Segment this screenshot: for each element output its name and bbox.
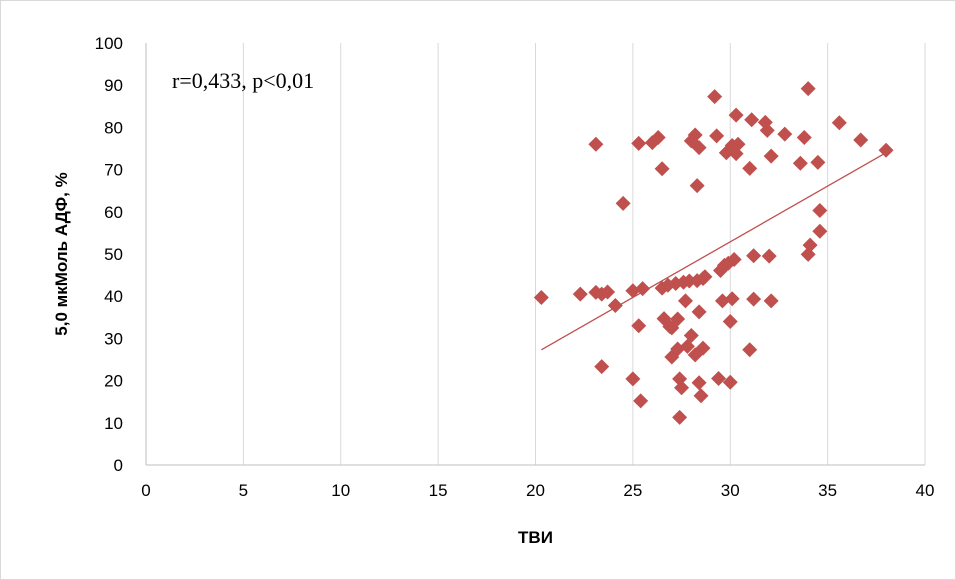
data-point — [812, 223, 828, 239]
data-point — [831, 115, 847, 131]
data-point — [615, 195, 631, 211]
x-tick-label: 5 — [239, 481, 248, 500]
data-point — [744, 112, 760, 128]
x-tick-label: 30 — [721, 481, 740, 500]
data-point — [572, 286, 588, 302]
data-point — [635, 281, 651, 297]
data-point — [796, 130, 812, 146]
data-point — [625, 371, 641, 387]
y-tick-label: 0 — [114, 456, 123, 475]
trend-layer — [541, 152, 887, 351]
data-point — [631, 318, 647, 334]
correlation-annotation: r=0,433, p<0,01 — [172, 68, 314, 93]
data-point — [607, 297, 623, 313]
data-point — [878, 142, 894, 158]
y-tick-label: 40 — [104, 287, 123, 306]
grid-layer — [242, 43, 926, 465]
x-tick-label: 40 — [916, 481, 935, 500]
data-point — [792, 155, 808, 171]
x-tick-label: 0 — [141, 481, 150, 500]
data-point — [677, 293, 693, 309]
label-layer: 0 5 10 15 20 25 30 35 40 0 10 20 30 40 50 60 70 80 90 100 — [95, 34, 935, 500]
data-point — [654, 161, 670, 177]
data-point — [600, 284, 616, 300]
data-point — [691, 375, 707, 391]
x-axis-title: ТВИ — [518, 528, 553, 547]
data-point — [763, 148, 779, 164]
data-point — [689, 178, 705, 194]
trendline — [541, 152, 887, 351]
x-tick-label: 25 — [623, 481, 642, 500]
data-point — [726, 251, 742, 267]
y-tick-label: 50 — [104, 245, 123, 264]
data-point — [631, 135, 647, 151]
y-tick-label: 30 — [104, 329, 123, 348]
data-point — [691, 140, 707, 156]
data-point — [594, 359, 610, 375]
data-point — [693, 388, 709, 404]
data-point — [724, 291, 740, 307]
data-point — [695, 340, 711, 356]
data-point — [722, 374, 738, 390]
data-point — [588, 136, 604, 152]
data-point — [672, 409, 688, 425]
x-tick-label: 10 — [331, 481, 350, 500]
data-point — [746, 248, 762, 264]
data-point — [722, 314, 738, 330]
y-tick-label: 20 — [104, 372, 123, 391]
data-point — [709, 128, 725, 144]
data-point — [650, 130, 666, 146]
data-point — [812, 203, 828, 219]
data-point — [763, 293, 779, 309]
data-point — [670, 311, 686, 327]
data-point — [853, 132, 869, 148]
data-point — [711, 370, 727, 386]
data-point — [533, 289, 549, 305]
data-point — [800, 81, 816, 97]
data-point — [810, 154, 826, 170]
data-point — [691, 304, 707, 320]
data-point — [730, 136, 746, 152]
data-point — [802, 237, 818, 253]
x-tick-label: 20 — [526, 481, 545, 500]
point-layer — [533, 81, 894, 425]
data-point — [742, 342, 758, 358]
data-point — [746, 291, 762, 307]
data-point — [697, 269, 713, 285]
x-tick-label: 15 — [429, 481, 448, 500]
y-tick-label: 100 — [95, 34, 123, 53]
data-point — [759, 122, 775, 138]
data-point — [728, 107, 744, 123]
y-tick-label: 80 — [104, 118, 123, 137]
data-point — [633, 393, 649, 409]
axis-layer — [145, 43, 925, 466]
y-tick-label: 90 — [104, 76, 123, 95]
data-point — [714, 293, 730, 309]
data-point — [683, 327, 699, 343]
x-tick-label: 35 — [818, 481, 837, 500]
y-tick-label: 70 — [104, 161, 123, 180]
y-axis-title: 5,0 мкМоль АДФ, % — [52, 172, 71, 335]
data-point — [687, 127, 703, 143]
data-point — [761, 248, 777, 264]
y-tick-label: 60 — [104, 203, 123, 222]
data-point — [777, 126, 793, 142]
data-point — [707, 89, 723, 105]
y-tick-label: 10 — [104, 414, 123, 433]
data-point — [742, 160, 758, 176]
data-point — [625, 283, 641, 299]
data-point — [674, 380, 690, 396]
